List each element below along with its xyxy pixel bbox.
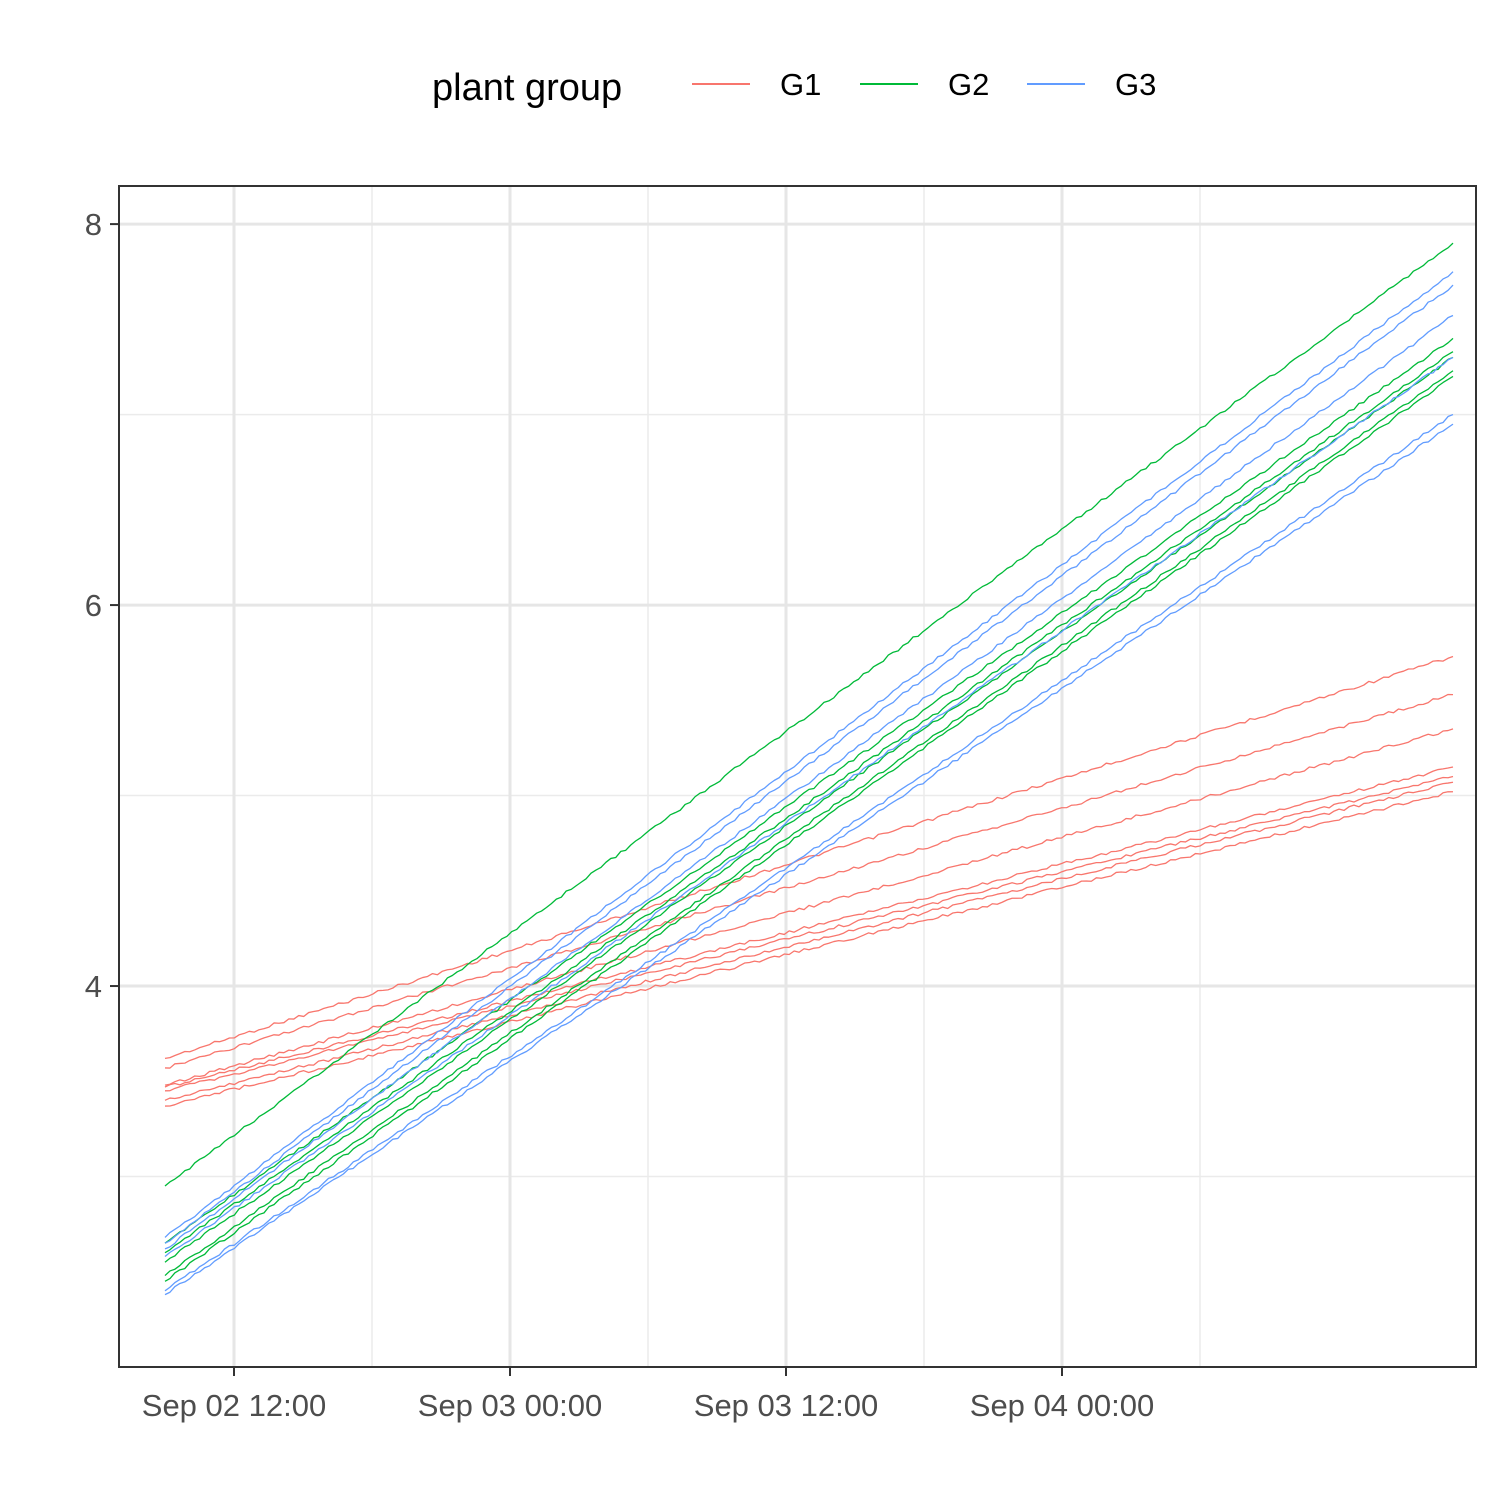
legend: plant group G1 G2 G3 <box>432 67 1156 109</box>
series-line-g1 <box>164 693 1454 1069</box>
plot-border <box>118 185 1477 1368</box>
series-line-g1 <box>164 775 1454 1092</box>
x-tick-label: Sep 03 00:00 <box>418 1388 602 1423</box>
y-tick-label: 8 <box>85 207 102 242</box>
x-axis: Sep 02 12:00 Sep 03 00:00 Sep 03 12:00 Sep … <box>142 1367 1154 1423</box>
legend-label-g3: G3 <box>1115 67 1156 102</box>
series-line-g2 <box>164 370 1454 1277</box>
series-line-g3 <box>164 423 1454 1296</box>
series-line-g2 <box>164 375 1454 1282</box>
series-line-g2 <box>164 242 1454 1187</box>
major-gridlines <box>119 186 1476 1367</box>
series-line-g1 <box>164 791 1454 1107</box>
plot-panel <box>119 186 1476 1367</box>
series-line-g2 <box>164 351 1454 1254</box>
x-tick-label: Sep 02 12:00 <box>142 1388 326 1423</box>
series-line-g1 <box>164 781 1454 1101</box>
minor-gridlines <box>119 186 1476 1367</box>
legend-label-g2: G2 <box>948 67 989 102</box>
y-tick-label: 6 <box>85 588 102 623</box>
series-line-g3 <box>164 271 1454 1238</box>
series-line-g1 <box>164 766 1454 1088</box>
y-axis: 4 6 8 <box>85 207 119 1004</box>
series-line-g3 <box>164 413 1454 1292</box>
legend-title: plant group <box>432 67 622 109</box>
x-tick-label: Sep 04 00:00 <box>970 1388 1154 1423</box>
series-line-g1 <box>164 655 1454 1060</box>
x-tick-label: Sep 03 12:00 <box>694 1388 878 1423</box>
series-line-g3 <box>164 314 1454 1250</box>
series-line-g3 <box>164 356 1454 1258</box>
series-line-g1 <box>164 728 1454 1086</box>
series-line-g3 <box>164 284 1454 1244</box>
legend-label-g1: G1 <box>780 67 821 102</box>
y-tick-label: 4 <box>85 969 102 1004</box>
series-lines <box>164 242 1454 1296</box>
series-line-g2 <box>164 356 1454 1263</box>
series-line-g2 <box>164 337 1454 1244</box>
